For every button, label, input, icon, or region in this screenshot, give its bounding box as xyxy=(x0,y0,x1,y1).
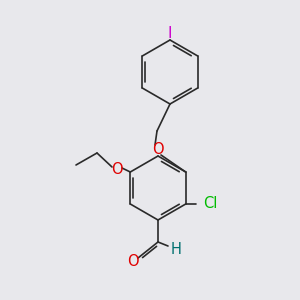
Text: O: O xyxy=(152,142,164,158)
Text: O: O xyxy=(111,163,123,178)
Text: H: H xyxy=(171,242,182,257)
Text: Cl: Cl xyxy=(203,196,217,211)
Text: O: O xyxy=(127,254,139,269)
Text: I: I xyxy=(168,26,172,40)
